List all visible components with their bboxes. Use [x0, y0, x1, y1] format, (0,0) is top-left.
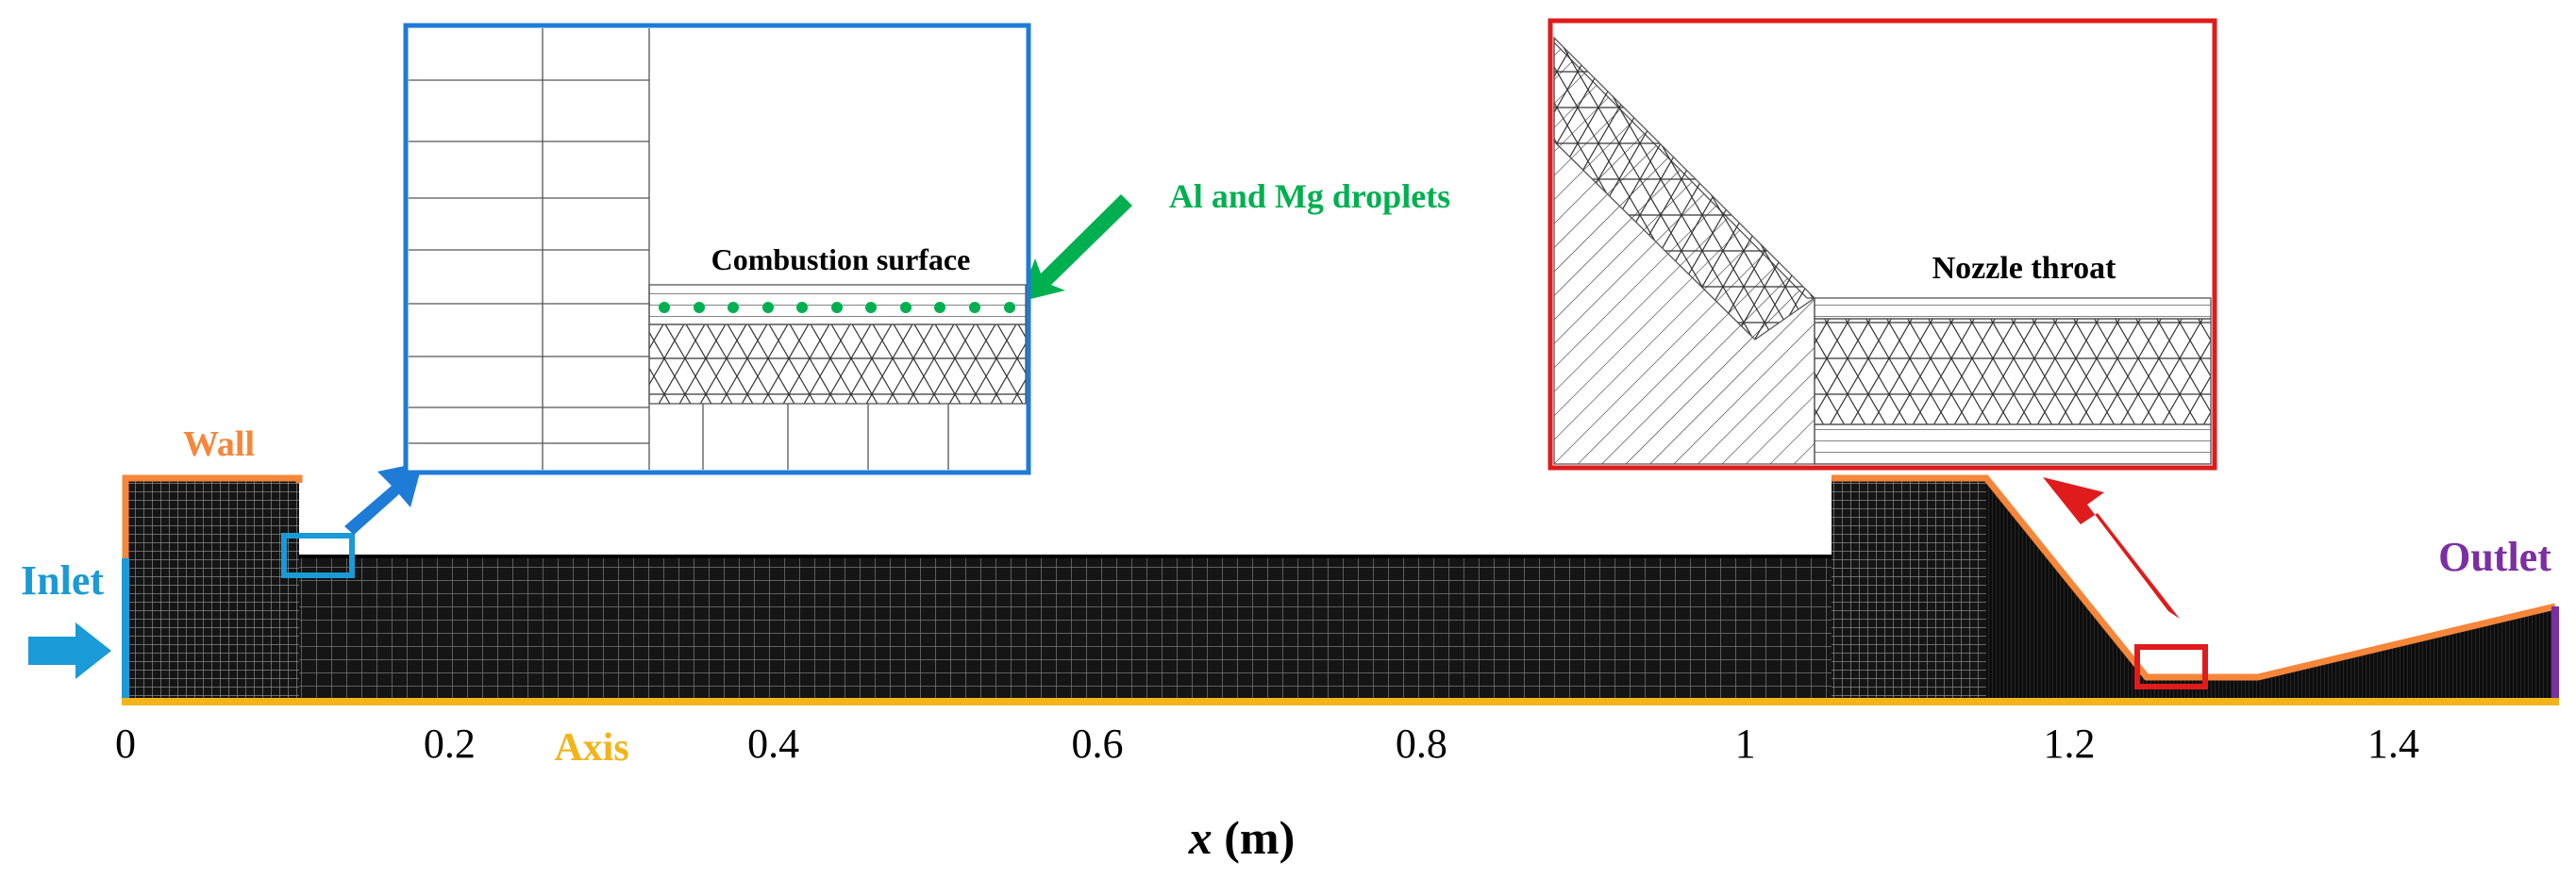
x-tick-label: 0.6: [1072, 721, 1124, 767]
wall-boundary-right: [1832, 474, 2556, 681]
x-tick-label: 0.4: [747, 721, 799, 767]
pre-nozzle-mesh: [1832, 481, 1986, 700]
x-tick-label: 0.8: [1396, 721, 1447, 767]
wall-boundary-left: [122, 474, 303, 558]
x-axis-title-var: x: [1188, 811, 1213, 864]
x-tick-label: 0: [115, 721, 136, 767]
nozzle-mesh: [1986, 481, 2555, 700]
droplets-label: Al and Mg droplets: [1169, 177, 1450, 215]
inset-combustion-surface: [403, 23, 1031, 475]
inlet-label: Inlet: [21, 557, 104, 604]
x-tick-label: 1: [1735, 721, 1756, 767]
droplet-arrow: [1019, 194, 1132, 302]
x-axis-title: x (m): [1188, 811, 1295, 864]
x-tick-label: 1.4: [2367, 721, 2419, 767]
combustion-chamber-mesh: [299, 556, 1832, 700]
zoom-arrow-right: [2043, 477, 2180, 619]
wall-label: Wall: [183, 424, 255, 464]
x-tick-label: 0.2: [424, 721, 476, 767]
zoom-region-left: [281, 533, 355, 578]
inlet-flow-arrow: [28, 622, 111, 679]
x-tick-label: 1.2: [2044, 721, 2096, 767]
combustion-surface-label: Combustion surface: [711, 242, 971, 276]
main-mesh: [125, 481, 2555, 700]
inlet-chamber-mesh: [125, 481, 299, 700]
zoom-arrow-left: [344, 462, 423, 535]
outlet-label: Outlet: [2438, 534, 2551, 580]
axis-label: Axis: [554, 726, 628, 770]
x-axis-title-unit: (m): [1213, 811, 1295, 864]
nozzle-throat-label: Nozzle throat: [1932, 251, 2116, 286]
x-tick-labels: 0 0.2 0.4 0.6 0.8 1 1.2 1.4: [115, 721, 2419, 767]
droplet-dots: [659, 302, 1015, 313]
boundaries: [122, 474, 2559, 705]
inset-nozzle-throat: [1547, 18, 2217, 471]
zoom-region-right: [2134, 644, 2208, 689]
